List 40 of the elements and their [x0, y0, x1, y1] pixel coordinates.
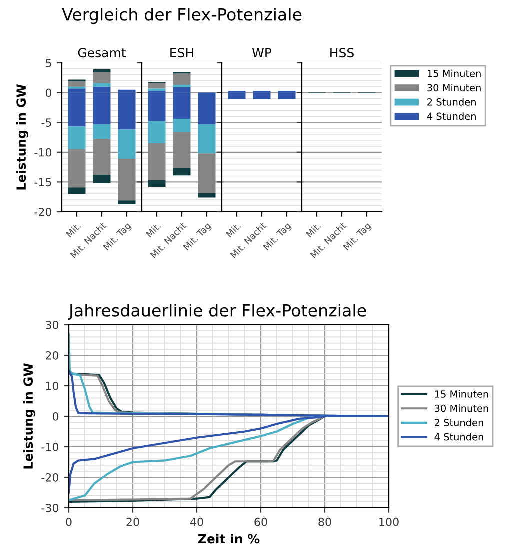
- x-tick-label: 100: [380, 518, 399, 526]
- y-tick-label: -20: [34, 208, 52, 216]
- y-tick-label: 5: [46, 59, 52, 68]
- y-axis-title: Leistung in GW: [16, 84, 29, 190]
- x-tick-label: Mit.: [66, 222, 82, 238]
- x-tick-label: 0: [66, 518, 72, 526]
- chart-subtitle: Gesamt: [78, 48, 126, 58]
- y-tick-label: -30: [42, 504, 59, 512]
- y-axis-title: Leistung in GW: [23, 363, 36, 469]
- x-tick-label: Mit.: [306, 222, 322, 238]
- y-tick-label: -5: [42, 118, 52, 127]
- legend-label: 15 Minuten: [435, 390, 488, 398]
- legend-label: 30 Minuten: [435, 404, 488, 412]
- legend-label: 4 Stunden: [427, 112, 476, 120]
- chart-title: ESH: [170, 48, 194, 58]
- y-tick-label: 20: [46, 351, 59, 360]
- legend-label: 4 Stunden: [434, 433, 484, 441]
- y-tick-label: 30: [46, 320, 59, 330]
- x-tick-label: Mit.: [226, 222, 242, 238]
- x-tick-label: 60: [254, 518, 268, 526]
- legend-label: 2 Stunden: [428, 98, 476, 106]
- chart-title: WP: [252, 48, 272, 58]
- x-tick-label: 20: [126, 518, 140, 526]
- y-tick-label: 0: [46, 88, 52, 98]
- y-tick-label: -10: [34, 148, 52, 157]
- y-tick-label: 10: [46, 382, 59, 390]
- x-tick-label: 80: [318, 518, 332, 526]
- legend-label: 15 Minuten: [428, 70, 481, 78]
- text: Vergleich der Flex-Potenziale: [62, 8, 302, 24]
- y-tick-label: 0: [52, 412, 59, 421]
- legend-label: 2 Stunden: [435, 418, 484, 426]
- x-axis-title: Zeit in %: [198, 534, 260, 544]
- x-tick-label: 40: [190, 518, 204, 526]
- y-tick-label: -20: [42, 473, 59, 482]
- chart-title: Jahresdauerlinie der Flex-Potenziale: [68, 304, 366, 320]
- y-tick-label: -15: [34, 178, 52, 187]
- x-tick-label: Mit.: [146, 222, 162, 238]
- chart-title: HSS: [330, 48, 354, 58]
- y-tick-label: -10: [42, 442, 59, 452]
- legend-label: 30 Minuten: [428, 84, 481, 92]
